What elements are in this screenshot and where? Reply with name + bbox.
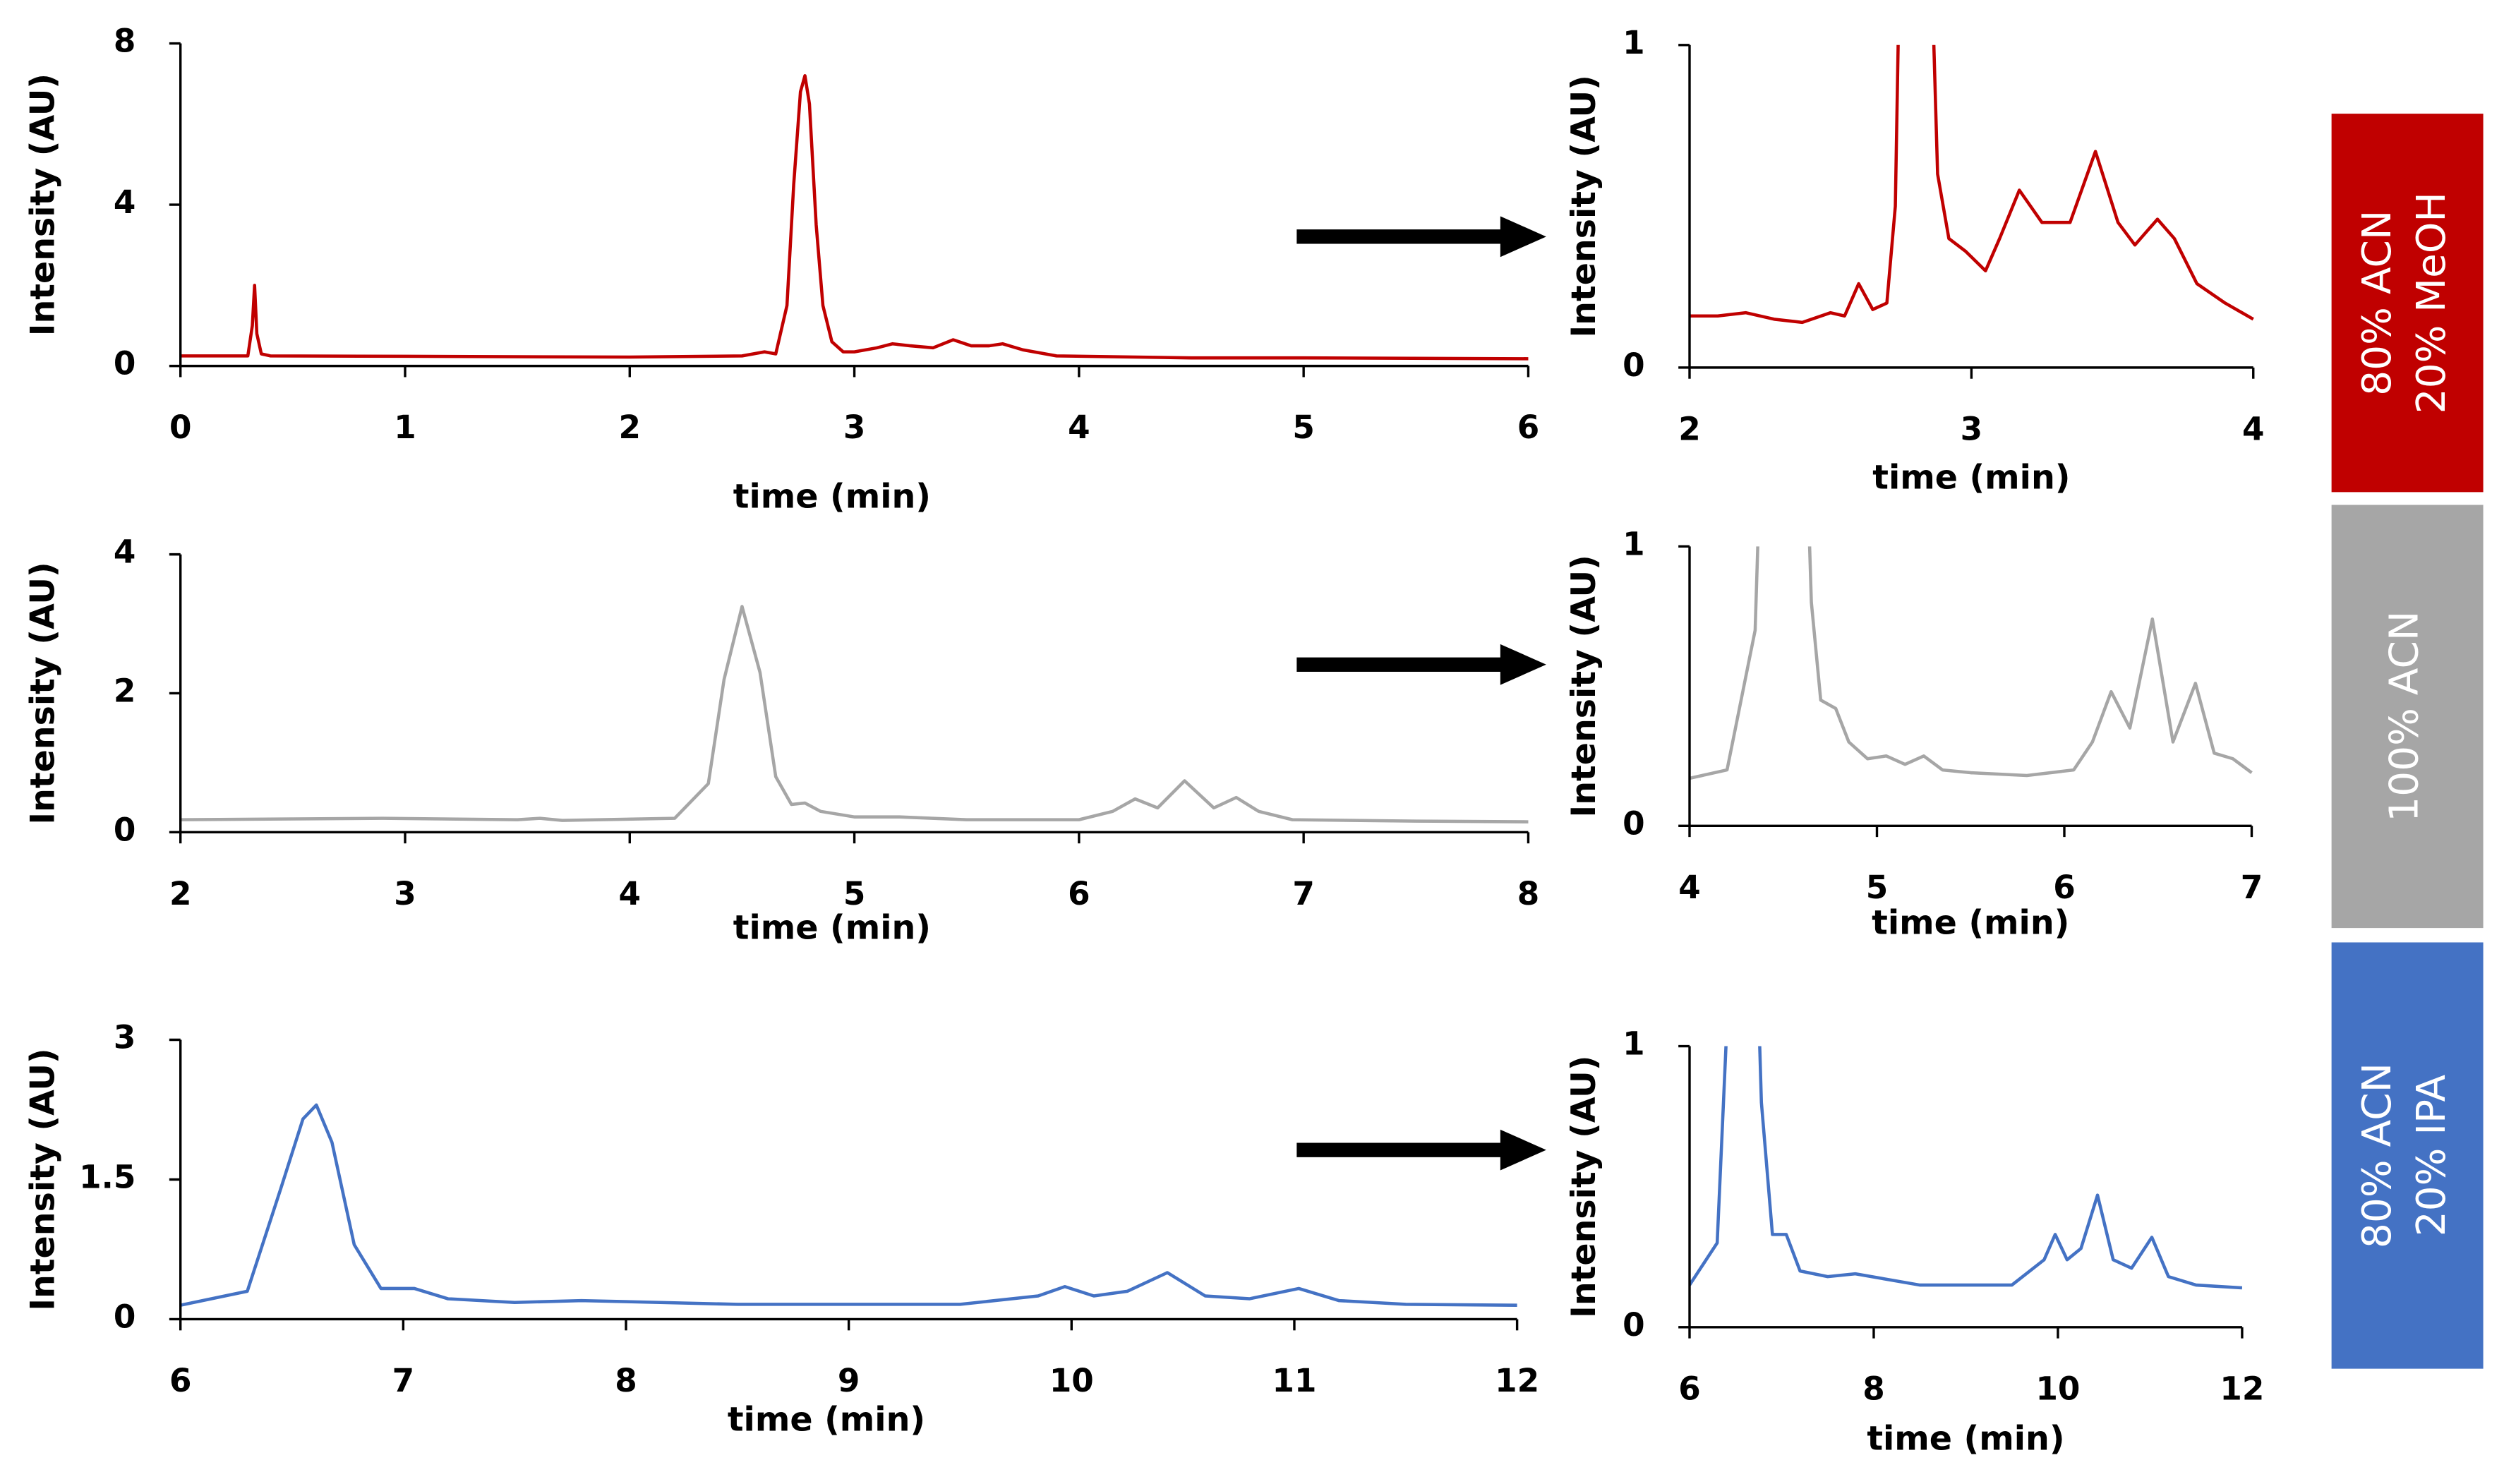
y-tick-label: 1 xyxy=(1623,525,1645,562)
x-tick-label: 10 xyxy=(2035,1370,2080,1407)
x-tick-label: 0 xyxy=(169,409,192,446)
data-line xyxy=(180,73,1529,361)
data-line xyxy=(1689,546,2253,780)
x-tick-label: 8 xyxy=(615,1362,637,1399)
condition-label: 80% ACN xyxy=(2354,210,2400,396)
x-tick-label: 6 xyxy=(1068,875,1090,912)
x-tick-label: 6 xyxy=(2053,869,2076,906)
x-tick-label: 5 xyxy=(843,875,866,912)
x-tick-label: 2 xyxy=(1678,410,1701,447)
x-tick-label: 7 xyxy=(392,1362,415,1399)
y-tick-label: 0 xyxy=(1623,346,1645,384)
condition-label: 20% IPA xyxy=(2408,1074,2455,1236)
x-tick-label: 7 xyxy=(2241,869,2263,906)
condition-box xyxy=(2331,942,2484,1369)
y-tick-label: 2 xyxy=(114,672,136,709)
x-tick-label: 11 xyxy=(1272,1362,1316,1399)
x-tick-label: 7 xyxy=(1292,875,1315,912)
y-tick-label: 0 xyxy=(114,811,136,848)
x-tick-label: 4 xyxy=(2242,410,2265,447)
y-tick-label: 0 xyxy=(1623,804,1645,842)
x-tick-label: 8 xyxy=(1862,1370,1885,1407)
y-axis-label: Intensity (AU) xyxy=(23,562,62,824)
y-tick-label: 0 xyxy=(1623,1306,1645,1344)
x-axis-label: time (min) xyxy=(1872,458,2070,497)
arrow-head xyxy=(1500,644,1546,685)
x-tick-label: 8 xyxy=(1517,875,1540,912)
x-tick-label: 10 xyxy=(1049,1362,1094,1399)
y-tick-label: 1 xyxy=(1623,24,1645,61)
x-tick-label: 12 xyxy=(1495,1362,1539,1399)
y-tick-label: 0 xyxy=(114,1298,136,1335)
condition-label: 100% ACN xyxy=(2381,611,2428,822)
x-axis-label: time (min) xyxy=(728,1400,925,1439)
y-tick-label: 3 xyxy=(114,1019,136,1056)
x-tick-label: 4 xyxy=(1068,409,1090,446)
arrows xyxy=(1296,216,1546,1171)
data-line xyxy=(1689,1046,2243,1290)
x-axis-label: time (min) xyxy=(1867,1419,2064,1458)
x-tick-label: 2 xyxy=(169,875,192,912)
x-tick-label: 6 xyxy=(169,1362,192,1399)
y-axis-label: Intensity (AU) xyxy=(23,73,62,336)
x-tick-label: 6 xyxy=(1517,409,1540,446)
y-tick-label: 1 xyxy=(1623,1025,1645,1063)
y-tick-label: 4 xyxy=(114,533,136,571)
arrow-head xyxy=(1500,216,1546,258)
y-tick-label: 8 xyxy=(114,23,136,60)
x-tick-label: 2 xyxy=(619,409,642,446)
y-axis-label: Intensity (AU) xyxy=(1565,1056,1603,1318)
x-tick-label: 3 xyxy=(1961,410,1983,447)
data-line xyxy=(180,1103,1517,1307)
x-tick-label: 12 xyxy=(2220,1370,2264,1407)
y-axis-label: Intensity (AU) xyxy=(1565,555,1603,817)
x-tick-label: 5 xyxy=(1292,409,1315,446)
x-axis-label: time (min) xyxy=(733,908,931,947)
x-axis-label: time (min) xyxy=(1872,904,2069,943)
x-tick-label: 9 xyxy=(838,1362,860,1399)
condition-box xyxy=(2331,114,2484,493)
condition-label: 20% MeOH xyxy=(2408,192,2455,414)
data-line xyxy=(1689,44,2254,325)
x-axis-label: time (min) xyxy=(733,477,931,516)
condition-label: 80% ACN xyxy=(2354,1063,2400,1248)
x-tick-label: 3 xyxy=(843,409,866,446)
x-tick-label: 3 xyxy=(394,875,416,912)
y-tick-label: 0 xyxy=(114,345,136,382)
arrow-head xyxy=(1500,1129,1546,1171)
x-tick-label: 4 xyxy=(1678,869,1701,906)
data-line xyxy=(180,605,1529,824)
x-tick-label: 6 xyxy=(1678,1370,1701,1407)
x-tick-label: 4 xyxy=(619,875,642,912)
y-axis-label: Intensity (AU) xyxy=(23,1048,62,1310)
y-tick-label: 4 xyxy=(114,183,136,221)
condition-box xyxy=(2331,505,2484,929)
x-tick-label: 5 xyxy=(1866,869,1889,906)
x-tick-label: 1 xyxy=(394,409,416,446)
y-axis-label: Intensity (AU) xyxy=(1565,75,1603,337)
y-tick-label: 1.5 xyxy=(79,1158,136,1195)
